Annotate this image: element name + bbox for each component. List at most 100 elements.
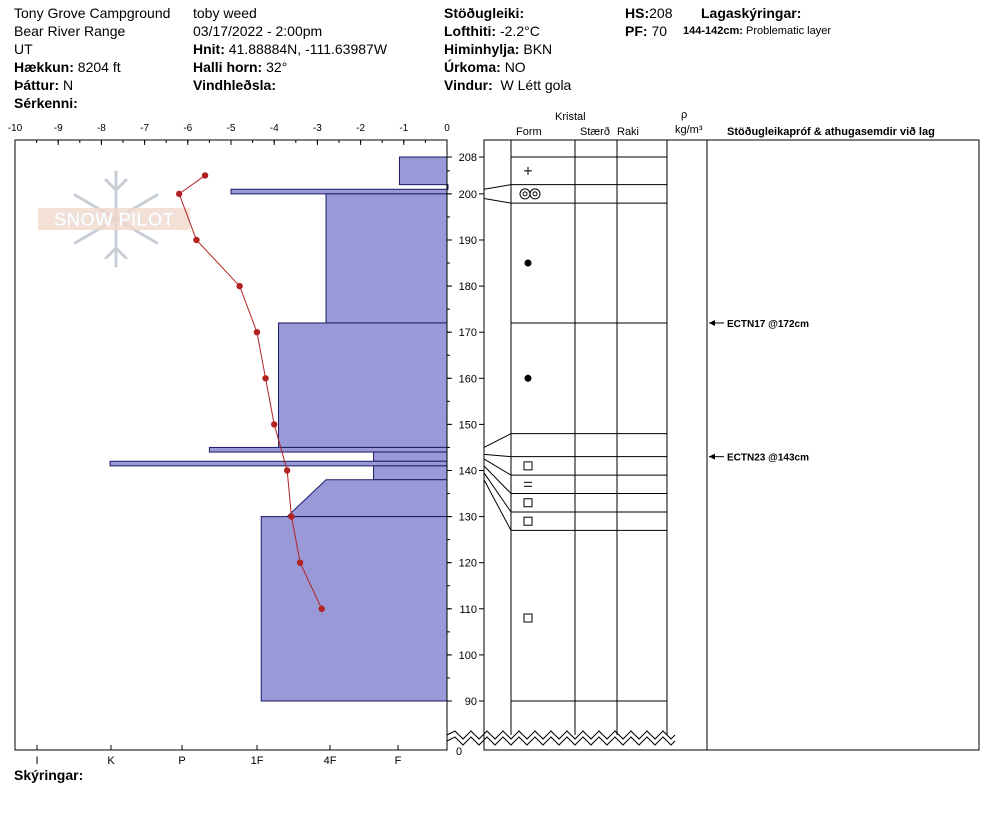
temperature-point-2 [193, 236, 200, 244]
air-temp: Lofthiti: -2.2°C [444, 23, 540, 39]
depth-tick-label-7: 160 [459, 373, 477, 385]
slope-angle: Halli horn: 32° [193, 59, 287, 75]
crystal-header: Kristal [555, 111, 586, 123]
coordinates: Hnit: 41.88884N, -111.63987W [193, 41, 387, 57]
wind-label: Vindur: [444, 77, 493, 93]
notes-label: Skýringar: [14, 767, 84, 783]
snowpilot-logo: SNOW PILOT [38, 170, 190, 268]
temp-tick-label-1: -9 [54, 123, 63, 134]
hardness-layer-2 [230, 188, 448, 195]
temperature-point-5 [262, 375, 269, 382]
grain-form-5 [524, 481, 532, 487]
density-unit-header: kg/m³ [675, 124, 703, 136]
layer-connector-4 [483, 458, 512, 476]
sky-label: Himinhylja: [444, 41, 520, 57]
hardness-layer-4 [278, 322, 448, 448]
axis-break-0 [446, 730, 676, 740]
pf-value: 70 [651, 23, 668, 39]
layer-connector-3 [483, 453, 512, 458]
layer-connector-1 [483, 197, 512, 204]
temperature-point-6 [271, 421, 278, 428]
hardness-layer-6 [373, 451, 448, 462]
location-name: Tony Grove Campground [14, 5, 171, 21]
form-header: Form [516, 126, 542, 138]
depth-tick-label-9: 180 [459, 281, 477, 293]
temperature-point-0 [201, 172, 209, 179]
slope-value: 32° [266, 59, 288, 75]
hs-value: 208 [649, 5, 673, 21]
layer-connector-6 [483, 472, 512, 513]
grain-form-8 [523, 613, 533, 623]
temperature-point-10 [318, 605, 325, 612]
hardness-layer-3 [325, 193, 448, 324]
depth-tick-label-1: 100 [459, 650, 477, 662]
depth-tick-label-6: 150 [459, 419, 477, 431]
aspect-value: N [63, 77, 74, 93]
hardness-tick-label-5: F [395, 755, 402, 767]
size-header: Stærð [580, 126, 610, 138]
layer-notes-label: Lagaskýringar: [701, 5, 802, 21]
depth-tick-label-3: 120 [459, 558, 477, 570]
observer: toby weed [193, 5, 257, 21]
depth-tick-label-5: 140 [459, 465, 477, 477]
state: UT [14, 41, 33, 57]
temperature-point-1 [175, 190, 183, 198]
layer-note-text: Problematic layer [746, 25, 831, 37]
hardness-layer-8 [373, 465, 448, 481]
temp-tick-label-6: -4 [270, 123, 279, 134]
depth-zero-label: 0 [456, 746, 462, 758]
depth-tick-label-11: 200 [459, 189, 477, 201]
layer-connector-2 [483, 433, 512, 448]
stability-test-1: ECTN23 @143cm [709, 453, 809, 464]
hardness-tick-label-1: K [107, 755, 115, 767]
wind-value: W Létt gola [500, 77, 572, 93]
temp-tick-label-8: -2 [356, 123, 365, 134]
hardness-tick-label-3: 1F [251, 755, 264, 767]
temperature-point-4 [253, 328, 261, 336]
elevation-label: Hækkun: [14, 59, 74, 75]
temperature-point-3 [236, 282, 243, 290]
depth-tick-label-12: 208 [459, 152, 477, 164]
layer-connector-7 [483, 479, 512, 531]
layer-connector-0 [483, 184, 512, 190]
grain-form-0 [524, 166, 532, 175]
aspect: Þáttur: N [14, 77, 73, 93]
pf-label: PF: [625, 23, 648, 39]
layer-connector-5 [483, 465, 512, 494]
temp-tick-label-3: -7 [140, 123, 149, 134]
grain-form-1 [519, 188, 541, 200]
stability-test-0: ECTN17 @172cm [709, 319, 809, 330]
grain-form-3 [524, 374, 532, 382]
precip-value: NO [504, 59, 526, 75]
grain-form-4 [523, 461, 533, 471]
temp-tick-label-9: -1 [399, 123, 408, 134]
hardness-layer-0 [398, 156, 448, 186]
temp-tick-label-4: -6 [183, 123, 192, 134]
depth-tick-label-4: 130 [459, 512, 477, 524]
hardness-tick-label-4: 4F [324, 755, 337, 767]
sky-cover: Himinhylja: BKN [444, 41, 552, 57]
grain-form-6 [523, 498, 533, 508]
coords-label: Hnit: [193, 41, 225, 57]
stability-test-label-0: ECTN17 @172cm [727, 319, 809, 330]
temp-tick-label-10: 0 [444, 123, 450, 134]
precip-label: Úrkoma: [444, 59, 501, 75]
axis-break-1 [446, 736, 676, 746]
moisture-header: Raki [617, 126, 640, 138]
precipitation: Úrkoma: NO [444, 59, 526, 75]
sky-value: BKN [523, 41, 553, 57]
hardness-layer-5 [208, 446, 448, 453]
air-temp-value: -2.2°C [499, 23, 540, 39]
mountain-range: Bear River Range [14, 23, 126, 39]
tests-header: Stöðugleikapróf & athugasemdir við lag [727, 126, 935, 138]
temperature-point-9 [296, 559, 304, 566]
depth-tick-label-10: 190 [459, 235, 477, 247]
temperature-point-7 [283, 467, 291, 474]
temperature-point-8 [288, 513, 295, 520]
stability-test-label-1: ECTN23 @143cm [727, 453, 809, 464]
logo-text: SNOW PILOT [54, 210, 175, 231]
features-label: Sérkenni: [14, 95, 78, 111]
aspect-label: Þáttur: [14, 77, 60, 93]
grain-form-2 [524, 259, 532, 267]
layer-note-range: 144-142cm: [683, 25, 743, 37]
